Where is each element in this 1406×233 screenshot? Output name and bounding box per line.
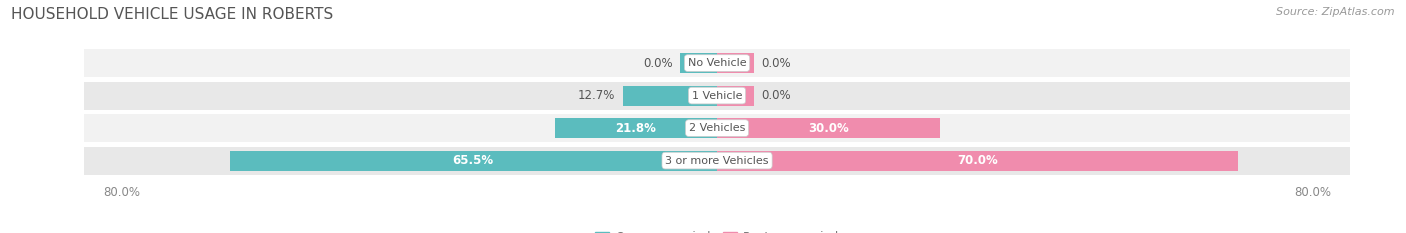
Bar bbox=[717, 53, 754, 73]
Bar bbox=[717, 151, 1239, 171]
Text: 0.0%: 0.0% bbox=[762, 57, 792, 70]
Text: 3 or more Vehicles: 3 or more Vehicles bbox=[665, 156, 769, 166]
Text: 65.5%: 65.5% bbox=[453, 154, 494, 167]
Bar bbox=[681, 53, 717, 73]
Bar bbox=[623, 86, 717, 106]
Text: Source: ZipAtlas.com: Source: ZipAtlas.com bbox=[1277, 7, 1395, 17]
Bar bbox=[84, 82, 1350, 110]
Text: 0.0%: 0.0% bbox=[643, 57, 672, 70]
Text: 30.0%: 30.0% bbox=[808, 122, 849, 135]
Text: 12.7%: 12.7% bbox=[578, 89, 614, 102]
Bar bbox=[717, 86, 754, 106]
Text: 70.0%: 70.0% bbox=[957, 154, 998, 167]
Bar bbox=[717, 118, 941, 138]
Bar bbox=[555, 118, 717, 138]
Text: 2 Vehicles: 2 Vehicles bbox=[689, 123, 745, 133]
Text: 0.0%: 0.0% bbox=[762, 89, 792, 102]
Text: 1 Vehicle: 1 Vehicle bbox=[692, 91, 742, 101]
Bar bbox=[84, 49, 1350, 77]
Text: No Vehicle: No Vehicle bbox=[688, 58, 747, 68]
Text: 21.8%: 21.8% bbox=[616, 122, 657, 135]
Legend: Owner-occupied, Renter-occupied: Owner-occupied, Renter-occupied bbox=[591, 226, 844, 233]
Bar bbox=[84, 114, 1350, 142]
Bar bbox=[84, 147, 1350, 175]
Bar bbox=[229, 151, 717, 171]
Text: HOUSEHOLD VEHICLE USAGE IN ROBERTS: HOUSEHOLD VEHICLE USAGE IN ROBERTS bbox=[11, 7, 333, 22]
